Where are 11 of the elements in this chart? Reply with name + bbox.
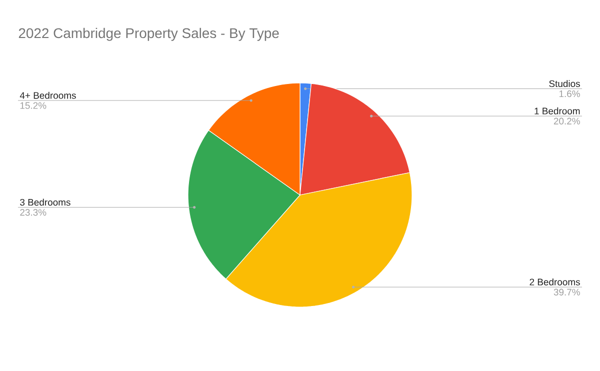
slice-label: 3 Bedrooms: [20, 198, 70, 206]
slice-label: 2 Bedrooms: [530, 278, 580, 286]
data-label: 39.7%: [554, 288, 580, 296]
data-label: 15.2%: [20, 102, 46, 109]
data-label: 23.3%: [20, 209, 46, 216]
data-label: 1.6%: [559, 90, 580, 98]
slice-label: Studios: [549, 80, 580, 88]
slice-label: 1 Bedroom: [534, 107, 580, 114]
slice-label: 4+ Bedrooms: [20, 92, 76, 99]
data-label: 20.2%: [554, 118, 580, 124]
chart-title: 2022 Cambridge Property Sales - By Type: [18, 28, 279, 41]
